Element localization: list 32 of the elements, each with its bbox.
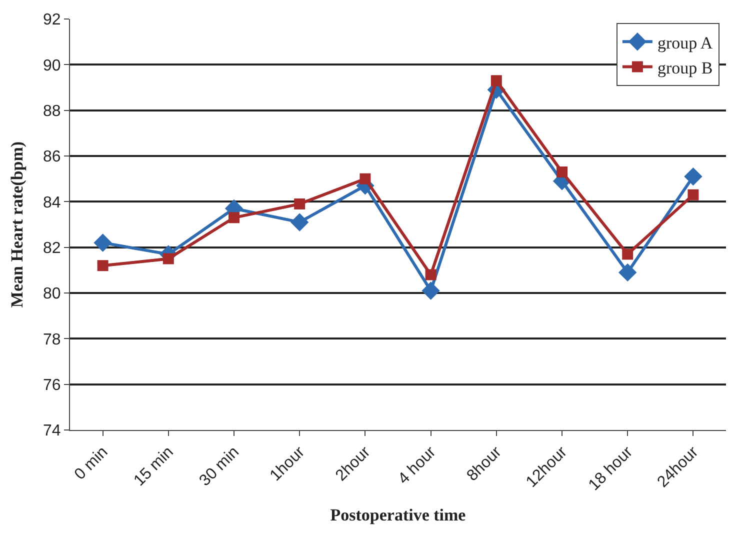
point	[618, 263, 637, 282]
y-tick-label: 88	[43, 102, 61, 120]
x-tick-label: 0 min	[72, 444, 112, 484]
legend-label: group A	[657, 33, 714, 52]
y-tick-label: 82	[43, 240, 61, 257]
point	[97, 260, 108, 272]
y-tick-label: 86	[43, 148, 61, 166]
point	[684, 167, 702, 186]
point	[290, 213, 309, 232]
y-tick-label: 84	[43, 194, 61, 212]
point	[422, 282, 440, 300]
x-axis-title: Postoperative time	[330, 505, 466, 524]
point	[622, 248, 634, 260]
legend-label: group B	[657, 58, 713, 78]
x-tick-label: 15 min	[130, 444, 177, 490]
point	[490, 75, 502, 86]
y-tick-label: 76	[43, 376, 61, 394]
point	[556, 166, 568, 178]
y-axis-title: Mean Heart rate(bpm)	[8, 141, 27, 308]
y-tick-label: 78	[43, 331, 61, 348]
point	[162, 253, 174, 264]
y-tick-label: 74	[43, 422, 61, 440]
y-tick-label: 90	[43, 57, 61, 74]
point	[425, 269, 436, 280]
point	[360, 173, 371, 184]
point	[294, 198, 306, 210]
y-tick-label: 80	[43, 286, 61, 303]
x-tick-label: 30 min	[196, 444, 242, 490]
y-tick-label: 92	[43, 12, 61, 29]
point	[688, 189, 699, 200]
point	[228, 212, 240, 224]
point	[94, 234, 112, 252]
